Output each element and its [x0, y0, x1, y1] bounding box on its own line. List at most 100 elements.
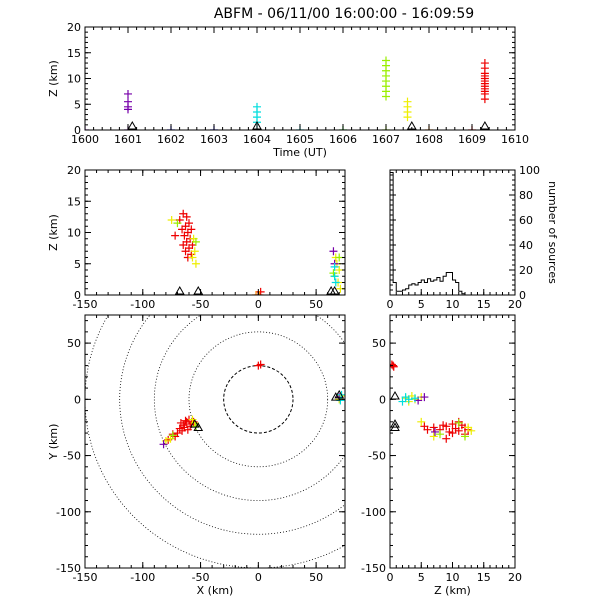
data-point: [403, 113, 412, 122]
data-point: [436, 430, 444, 439]
y-tick-label: 5: [74, 98, 81, 111]
data-point: [442, 434, 451, 443]
data-point: [439, 421, 448, 430]
data-point: [382, 92, 390, 101]
y-tick-label: 10: [67, 73, 81, 86]
y-tick-label: 0: [74, 124, 81, 137]
data-point: [420, 422, 429, 431]
plot-area: [390, 172, 515, 295]
plot-area: [167, 209, 345, 295]
data-point: [167, 216, 176, 224]
y-tick-label: 20: [67, 21, 81, 34]
x-tick-label: 1604: [243, 133, 271, 146]
x-tick-label: 1605: [286, 133, 314, 146]
y-tick-label: 80: [519, 189, 533, 202]
range-ring: [153, 315, 345, 501]
y-tick-label: -100: [56, 506, 81, 519]
x-tick-label: 1610: [501, 133, 529, 146]
data-point: [454, 426, 463, 435]
data-point: [176, 418, 185, 427]
y-tick-label: 0: [379, 393, 386, 406]
x-tick-label: -50: [192, 571, 210, 584]
x-axis-label: Z (km): [434, 584, 471, 597]
data-point: [171, 231, 180, 240]
data-point: [390, 362, 398, 371]
x-tick-label: -150: [73, 298, 98, 311]
data-point: [330, 262, 339, 271]
data-point: [173, 219, 182, 228]
x-tick-label: 20: [508, 298, 522, 311]
y-tick-label: 50: [67, 337, 81, 350]
x-tick-label: -100: [130, 298, 155, 311]
x-tick-label: 15: [477, 571, 491, 584]
x-tick-label: 1602: [157, 133, 185, 146]
data-point: [180, 231, 189, 240]
x-tick-label: 10: [446, 298, 460, 311]
data-point: [448, 429, 457, 438]
data-point: [335, 253, 344, 262]
y-tick-label: -150: [56, 562, 81, 575]
data-point: [329, 247, 338, 256]
data-point: [330, 272, 339, 281]
y-tick-label: -50: [368, 450, 386, 463]
x-tick-label: 1600: [71, 133, 99, 146]
panel-time_height: 1600 1601 1602 1603 1604 1605 1606 1607 1608 1609…: [47, 21, 529, 159]
station-marker: [334, 389, 345, 399]
data-point: [191, 259, 200, 268]
x-tick-label: 5: [418, 298, 425, 311]
y-axis-label: number of sources: [546, 181, 559, 284]
range-ring: [188, 331, 329, 468]
x-tick-label: 0: [255, 571, 262, 584]
panel-x_height: -150 -100 -50 0 50 0 5 10 15 20 Z (km): [47, 164, 346, 311]
data-point: [398, 397, 407, 406]
y-axis-label: Z (km): [47, 60, 60, 97]
y-axis-label: Y (km): [47, 424, 60, 461]
y-tick-label: 0: [74, 393, 81, 406]
data-point: [175, 424, 184, 433]
station-marker: [390, 422, 400, 431]
data-point: [191, 237, 200, 246]
x-tick-label: 0: [387, 571, 394, 584]
x-tick-label: -100: [130, 571, 155, 584]
station-marker: [390, 419, 400, 428]
axes-frame: [389, 314, 516, 569]
x-tick-label: 1601: [114, 133, 142, 146]
data-point: [182, 212, 191, 221]
y-tick-label: 10: [67, 227, 81, 240]
data-point: [255, 291, 264, 295]
y-tick-label: 50: [372, 337, 386, 350]
range-ring: [119, 315, 345, 535]
data-point: [401, 393, 410, 402]
data-point: [431, 427, 439, 436]
data-point: [461, 432, 469, 441]
data-point: [168, 431, 177, 440]
data-point: [429, 432, 438, 441]
y-tick-label: -100: [361, 506, 386, 519]
data-point: [159, 440, 168, 449]
y-tick-label: 0: [74, 289, 81, 302]
data-point: [181, 416, 190, 425]
panel-plan_view: -150 -100 -50 0 50 -150 -100 -50 0 50 X (km) Y (km): [47, 314, 346, 597]
data-point: [178, 225, 187, 234]
y-tick-label: 5: [74, 258, 81, 271]
plot-area: [390, 360, 476, 443]
range-ring: [223, 365, 294, 434]
y-tick-label: 40: [519, 239, 533, 252]
data-point: [429, 423, 438, 432]
x-tick-label: 1607: [372, 133, 400, 146]
x-axis-label: X (km): [197, 584, 234, 597]
x-tick-label: 50: [309, 571, 323, 584]
data-point: [454, 418, 463, 427]
data-point: [181, 247, 190, 256]
data-point: [448, 420, 457, 429]
y-axis-label: Z (km): [47, 214, 60, 251]
x-tick-label: 5: [418, 571, 425, 584]
y-tick-label: 0: [519, 289, 526, 302]
axes-frame: [84, 169, 346, 296]
x-tick-label: 1606: [329, 133, 357, 146]
x-tick-label: 1608: [415, 133, 443, 146]
data-point: [480, 95, 489, 104]
y-tick-label: -150: [361, 562, 386, 575]
